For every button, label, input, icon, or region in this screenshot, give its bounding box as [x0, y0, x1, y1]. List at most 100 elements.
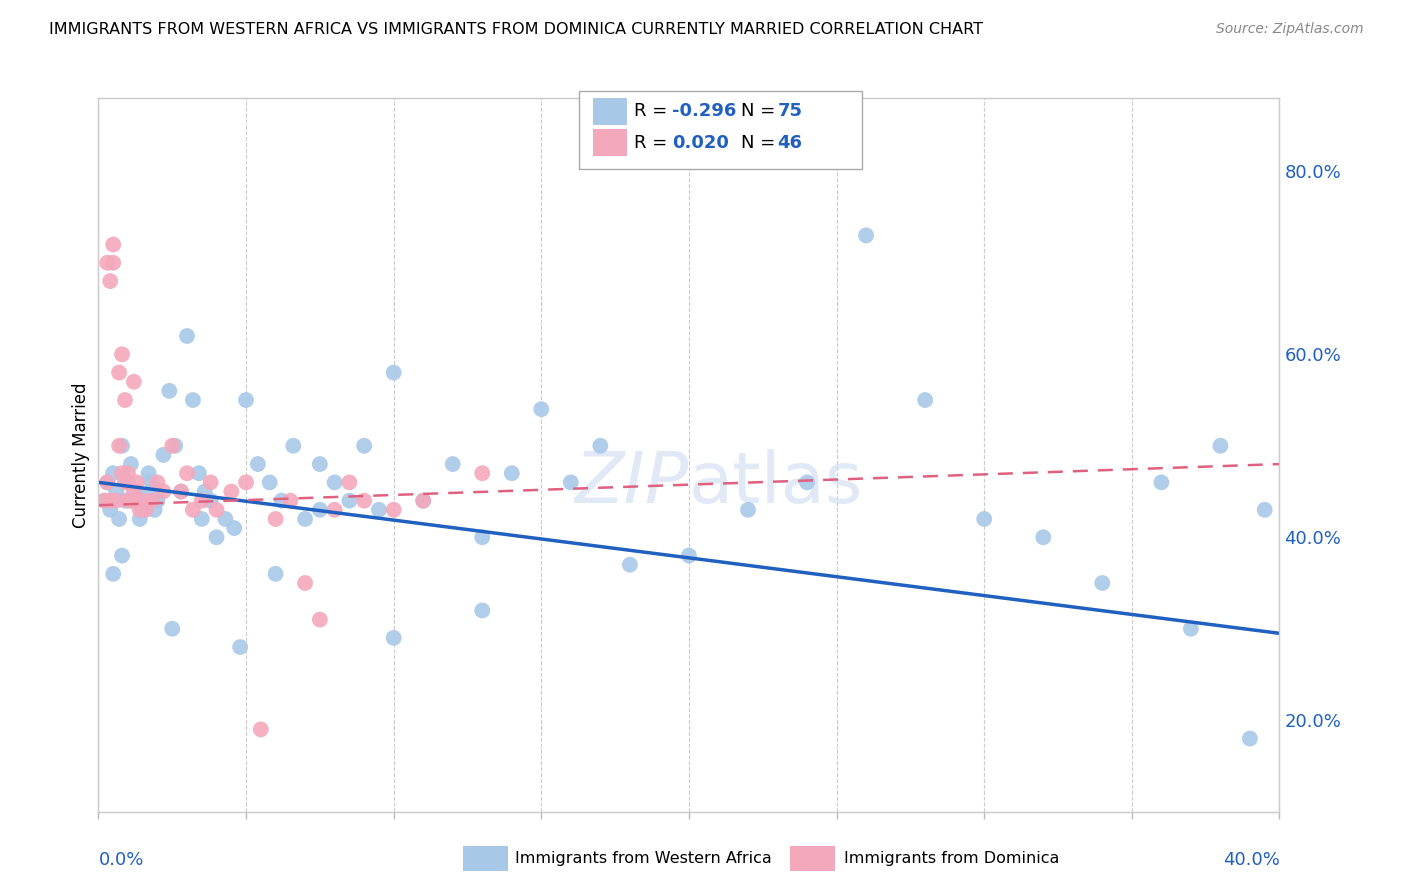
Point — [176, 467, 198, 481]
Text: 0.0%: 0.0% — [98, 851, 143, 869]
Point — [125, 484, 148, 499]
Point — [796, 475, 818, 490]
Text: N =: N = — [741, 103, 780, 120]
Text: IMMIGRANTS FROM WESTERN AFRICA VS IMMIGRANTS FROM DOMINICA CURRENTLY MARRIED COR: IMMIGRANTS FROM WESTERN AFRICA VS IMMIGR… — [49, 22, 983, 37]
Point — [152, 484, 174, 499]
Point — [323, 503, 346, 517]
Point — [96, 256, 118, 270]
Point — [98, 274, 121, 288]
Point — [141, 493, 163, 508]
Point — [103, 467, 125, 481]
Text: Immigrants from Western Africa: Immigrants from Western Africa — [515, 851, 772, 865]
Point — [117, 475, 139, 490]
Point — [973, 512, 995, 526]
Point — [353, 493, 375, 508]
Text: ZIP: ZIP — [575, 449, 689, 518]
Point — [93, 493, 115, 508]
Point — [152, 448, 174, 462]
Point — [141, 484, 163, 499]
Point — [1091, 576, 1114, 591]
Point — [114, 392, 136, 407]
Point — [309, 613, 332, 627]
Point — [235, 392, 257, 407]
Text: 75: 75 — [778, 103, 803, 120]
Point — [181, 503, 204, 517]
Point — [368, 503, 391, 517]
Point — [589, 439, 612, 453]
Point — [114, 475, 136, 490]
Point — [200, 475, 222, 490]
Point — [278, 493, 302, 508]
Point — [309, 457, 332, 471]
Point — [125, 475, 148, 490]
Point — [1150, 475, 1173, 490]
Point — [98, 503, 121, 517]
Point — [103, 256, 125, 270]
Point — [111, 467, 134, 481]
Point — [219, 484, 242, 499]
Text: atlas: atlas — [689, 449, 863, 518]
Point — [412, 493, 434, 508]
Point — [619, 558, 641, 572]
Point — [678, 549, 700, 563]
Point — [382, 366, 405, 380]
Point — [128, 503, 150, 517]
Point — [143, 503, 166, 517]
Point — [170, 484, 193, 499]
Point — [120, 457, 142, 471]
Point — [200, 493, 222, 508]
Y-axis label: Currently Married: Currently Married — [72, 382, 90, 528]
Point — [382, 631, 405, 645]
Point — [162, 622, 183, 636]
Point — [191, 512, 214, 526]
Point — [205, 530, 228, 544]
Text: R =: R = — [634, 103, 673, 120]
Point — [103, 237, 125, 252]
Point — [264, 566, 287, 581]
Point — [1209, 439, 1232, 453]
Point — [250, 723, 273, 737]
Point — [471, 603, 494, 617]
Point — [146, 475, 169, 490]
Point — [259, 475, 281, 490]
Point — [353, 439, 375, 453]
Point — [1180, 622, 1202, 636]
Point — [105, 493, 128, 508]
Point — [914, 392, 936, 407]
Point — [382, 503, 405, 517]
Point — [122, 375, 145, 389]
Point — [264, 512, 287, 526]
Point — [214, 512, 236, 526]
Text: Source: ZipAtlas.com: Source: ZipAtlas.com — [1216, 22, 1364, 37]
Point — [98, 493, 121, 508]
Point — [471, 530, 494, 544]
Point — [117, 493, 139, 508]
Point — [141, 475, 163, 490]
Point — [194, 484, 217, 499]
Text: 40.0%: 40.0% — [1223, 851, 1279, 869]
Point — [229, 640, 252, 654]
Point — [122, 493, 145, 508]
Text: 0.020: 0.020 — [672, 134, 728, 152]
Point — [122, 484, 145, 499]
Point — [157, 384, 180, 398]
Point — [224, 521, 246, 535]
Point — [323, 475, 346, 490]
Point — [191, 493, 214, 508]
Point — [471, 467, 494, 481]
Point — [501, 467, 523, 481]
Point — [165, 439, 187, 453]
Point — [117, 467, 139, 481]
Text: Immigrants from Dominica: Immigrants from Dominica — [844, 851, 1059, 865]
Point — [138, 467, 160, 481]
Point — [103, 566, 125, 581]
Point — [737, 503, 759, 517]
Text: 46: 46 — [778, 134, 803, 152]
Point — [111, 347, 134, 361]
Point — [132, 493, 155, 508]
Point — [111, 439, 134, 453]
Point — [187, 467, 209, 481]
Point — [339, 493, 360, 508]
Point — [135, 503, 157, 517]
Point — [146, 493, 169, 508]
